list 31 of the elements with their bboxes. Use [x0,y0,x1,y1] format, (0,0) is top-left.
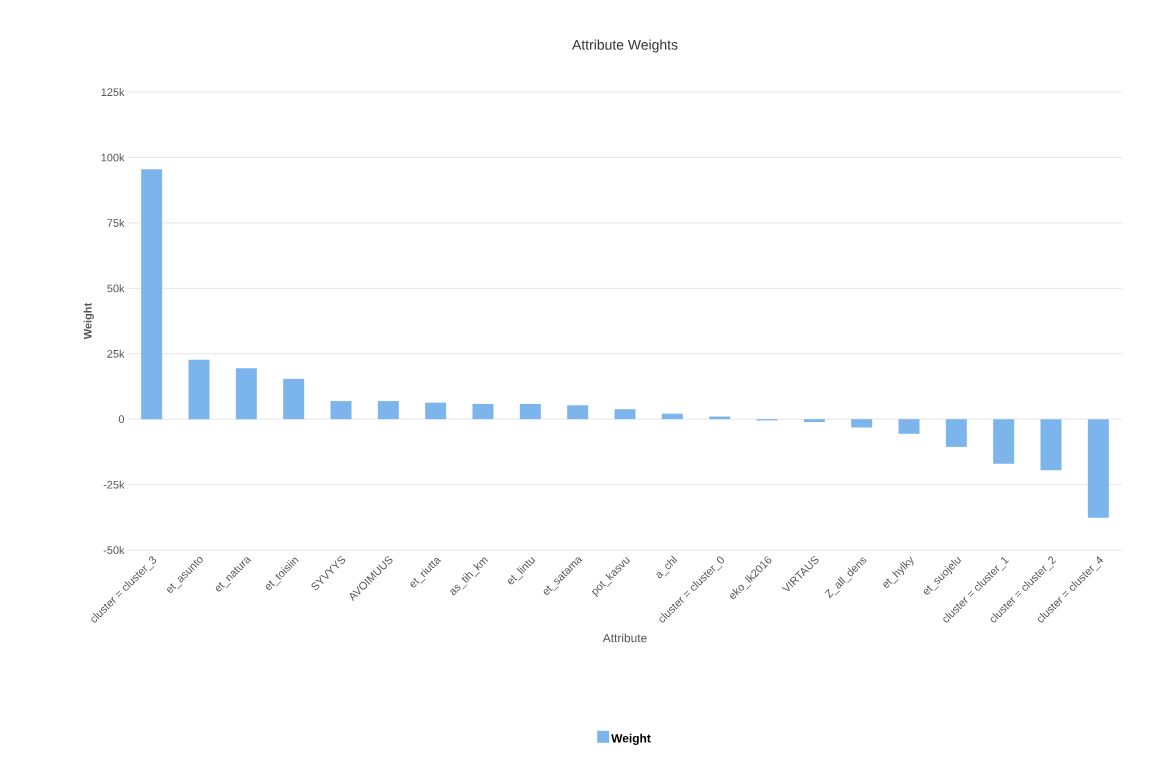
y-tick-label: 125k [101,87,125,97]
bar [519,403,541,420]
bar [614,409,636,420]
y-tick-label: -50k [103,545,125,555]
chart-title: Attribute Weights [572,39,678,53]
y-tick-label: 50k [107,284,125,293]
bar [472,403,494,420]
bar [851,419,873,428]
bar [235,368,257,420]
bar [283,378,305,420]
bar [945,419,967,447]
y-tick-label: -25k [103,480,125,489]
bar [661,413,683,420]
bar [993,419,1015,464]
bar [898,419,920,434]
bar [803,419,825,423]
bar [188,359,210,420]
y-tick-label: 75k [107,218,125,227]
bar [377,401,399,420]
bar [141,169,163,420]
x-axis-title: Attribute [602,633,647,643]
legend-label: Weight [611,733,651,745]
y-tick-label: 25k [107,349,125,358]
bar [1040,419,1062,471]
y-tick-label: 100k [101,153,125,162]
bar [1087,419,1109,518]
bar [330,401,352,420]
y-axis-title: Weight [83,302,94,340]
bar [567,405,589,420]
bar [425,402,447,420]
y-tick-label: 0 [118,415,125,424]
